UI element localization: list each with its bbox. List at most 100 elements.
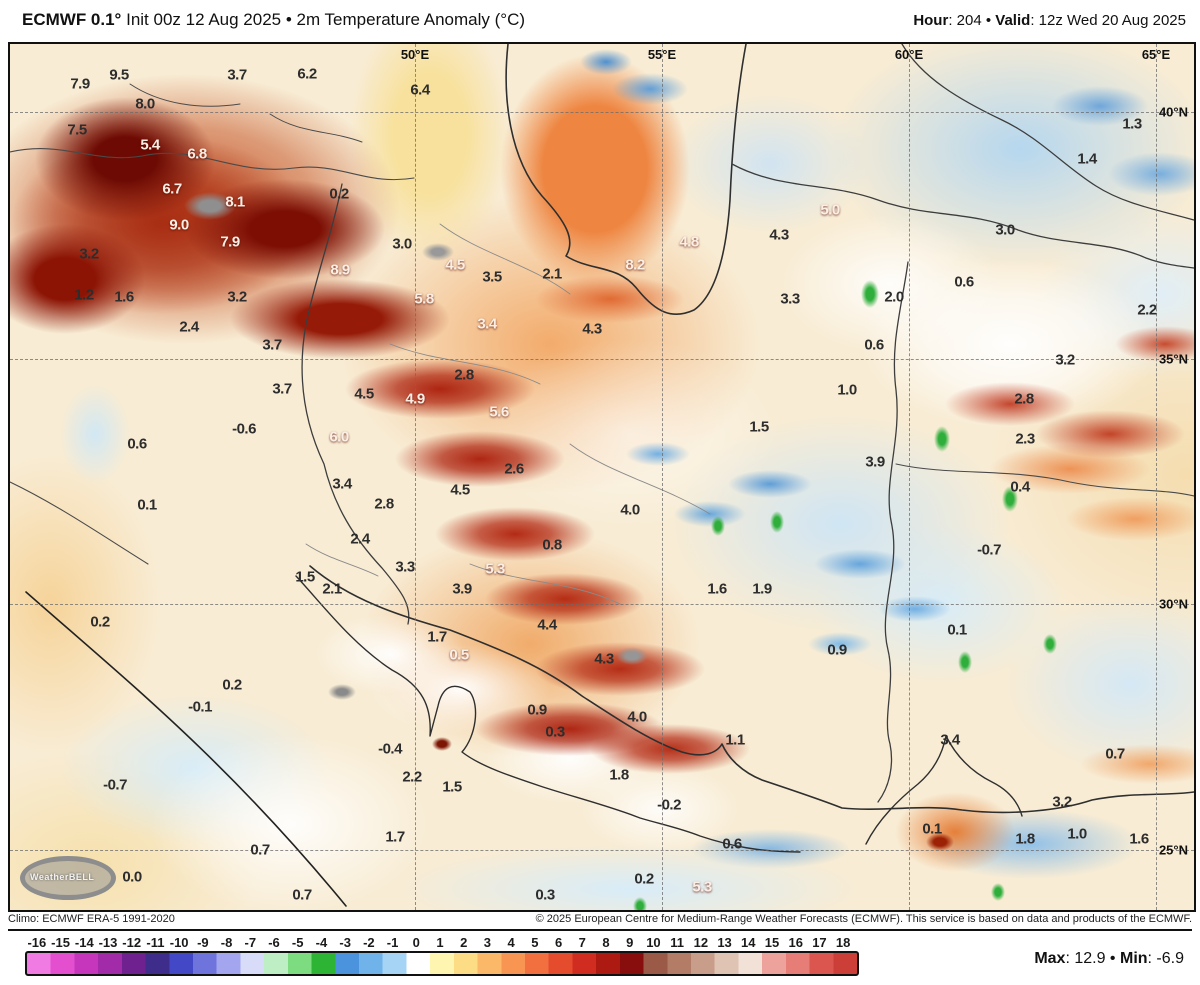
header: ECMWF 0.1° Init 00z 12 Aug 2025 • 2m Tem… [0,0,1200,40]
anomaly-value: 1.7 [427,628,447,646]
gulf-north-coast [309,565,1194,814]
colorbar-tick: -10 [169,935,189,950]
anomaly-value: 5.0 [820,201,840,219]
colorbar-ticks: -16 -15 -14 -13 -12 -11 -10 -9 -8 -7 -6 -5 -4 -3 -2 -1 0… [25,935,855,950]
lon-label: 65°E [1141,47,1171,62]
border-iraq-iran [301,183,410,625]
anomaly-value: 0.8 [542,536,562,554]
max-label: Max [1034,950,1066,967]
max-min-readout: Max: 12.9 • Min: -6.9 [1034,950,1184,968]
anomaly-value: 1.0 [1067,825,1087,843]
anomaly-value: 5.6 [489,403,509,421]
anomaly-value: 1.5 [295,568,315,586]
anomaly-value: 3.4 [940,731,960,749]
border-caucasus-2 [129,83,363,143]
colorbar-tick: -4 [315,935,328,950]
anomaly-value: 0.1 [922,820,942,838]
border-northeast [901,44,1194,221]
title-left-rest: Init 00z 12 Aug 2025 • 2m Temperature An… [121,10,526,29]
colorbar-tick: -12 [122,935,142,950]
colorbar-tick: 14 [741,935,756,950]
anomaly-value: 0.2 [90,613,110,631]
anomaly-value: 2.4 [179,318,199,336]
gridline-lon [415,44,416,910]
logo-text: WeatherBELL [30,872,95,882]
anomaly-value: 3.2 [1052,793,1072,811]
anomaly-value: 1.6 [707,580,727,598]
colorbar-tick: -5 [291,935,304,950]
anomaly-value: 7.9 [220,233,240,251]
anomaly-value: 1.6 [114,288,134,306]
colorbar-tick: 0 [412,935,420,950]
anomaly-value: 1.6 [1129,830,1149,848]
lat-label: 35°N [1158,351,1188,367]
colorbar-tick: 15 [764,935,780,950]
colorbar-tick: 17 [812,935,827,950]
anomaly-value: 4.3 [769,226,789,244]
colorbar-tick: -1 [386,935,399,950]
anomaly-value: 6.0 [329,428,349,446]
colorbar-tick: 12 [693,935,709,950]
anomaly-value: 2.4 [350,530,370,548]
valid-label: Valid [995,12,1031,29]
colorbar-tick: -15 [51,935,70,950]
lat-label: 30°N [1158,596,1188,612]
title-left: ECMWF 0.1° Init 00z 12 Aug 2025 • 2m Tem… [22,10,525,30]
anomaly-value: 5.4 [140,136,160,154]
anomaly-value: 3.0 [392,235,412,253]
anomaly-value: -0.1 [188,698,212,716]
anomaly-value: 0.3 [535,886,555,904]
colorbar-tick: 11 [670,935,685,950]
province-lines [305,223,711,605]
anomaly-value: 0.7 [1105,745,1125,763]
anomaly-value: -0.4 [378,740,402,758]
gridline-lon [1156,44,1157,910]
anomaly-value: 0.9 [827,641,847,659]
anomaly-value: 5.3 [485,560,505,578]
anomaly-value: 7.9 [70,75,90,93]
colorbar [25,951,859,976]
gridline-lat [10,604,1194,605]
anomaly-value: 1.8 [609,766,629,784]
anomaly-value: 9.5 [109,66,129,84]
anomaly-value: 1.7 [385,828,405,846]
anomaly-value: 1.5 [442,778,462,796]
gridline-lon [909,44,910,910]
anomaly-value: 4.5 [450,481,470,499]
colorbar-tick: 18 [835,935,851,950]
separator: • [981,12,996,29]
anomaly-value: -0.7 [977,541,1001,559]
anomaly-value: 4.3 [594,650,614,668]
anomaly-value: 2.1 [322,580,342,598]
separator: • [1105,950,1120,967]
colorbar-tick: 5 [531,935,539,950]
anomaly-value: 3.4 [477,315,497,333]
colorbar-tick: 6 [554,935,563,950]
anomaly-value: 0.4 [1010,478,1030,496]
colorbar-tick: -16 [27,935,47,950]
border-turkmenistan [731,163,1194,269]
border-afghanistan [877,261,909,803]
caspian-coastline [505,44,747,315]
anomaly-value: 1.0 [837,381,857,399]
anomaly-value: 2.8 [1014,390,1034,408]
anomaly-value: 3.9 [865,453,885,471]
anomaly-value: 4.5 [354,385,374,403]
weatherbell-logo: WeatherBELL [20,856,124,904]
lon-label: 50°E [400,47,430,62]
anomaly-value: 3.2 [227,288,247,306]
colorbar-tick: 2 [460,935,468,950]
anomaly-value: 4.8 [679,233,699,251]
gridline-lat [10,112,1194,113]
colorbar-tick: 16 [788,935,803,950]
country-borders [10,44,1194,907]
anomaly-value: 5.8 [414,290,434,308]
anomaly-value: 3.2 [1055,351,1075,369]
anomaly-value: 6.8 [187,145,207,163]
lat-label: 25°N [1158,842,1188,858]
anomaly-value: 0.2 [634,870,654,888]
anomaly-value: 0.1 [947,621,967,639]
anomaly-value: 6.4 [410,81,430,99]
anomaly-value: 2.8 [454,366,474,384]
colorbar-tick: 13 [717,935,732,950]
